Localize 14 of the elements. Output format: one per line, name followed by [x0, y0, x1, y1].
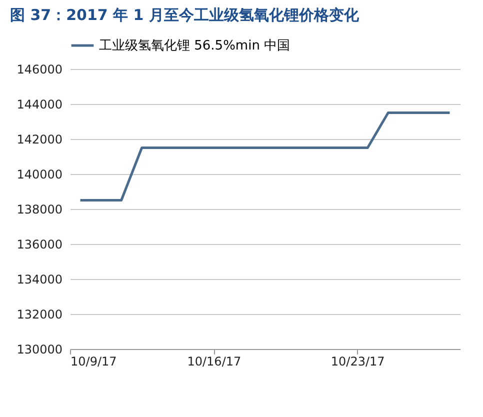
y-tick-label: 136000 — [16, 238, 62, 252]
legend-label: 工业级氢氧化锂 56.5%min 中国 — [99, 38, 290, 54]
y-tick-label: 132000 — [16, 308, 62, 322]
y-tick-label: 134000 — [16, 272, 62, 286]
chart-title: 图 37：2017 年 1 月至今工业级氢氧化锂价格变化 — [10, 6, 360, 24]
y-tick-label: 146000 — [16, 62, 62, 76]
x-tick-label: 10/23/17 — [330, 354, 385, 368]
y-tick-label: 144000 — [16, 98, 62, 112]
y-tick-label: 142000 — [16, 132, 62, 146]
y-tick-label: 130000 — [16, 342, 62, 356]
y-tick-label: 140000 — [16, 168, 62, 182]
x-tick-label: 10/9/17 — [70, 354, 117, 368]
y-tick-label: 138000 — [16, 202, 62, 216]
x-tick-label: 10/16/17 — [187, 354, 242, 368]
